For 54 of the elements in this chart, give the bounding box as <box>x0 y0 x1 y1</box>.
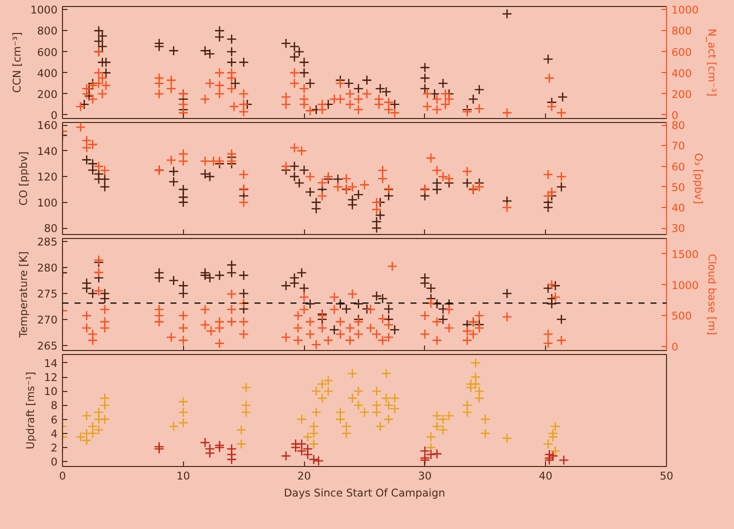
y-tick-label: 800 <box>37 24 58 38</box>
y-tick-label: 2 <box>50 441 58 454</box>
x-tick-label: 10 <box>176 470 190 482</box>
y-tick-label: 6 <box>50 413 58 426</box>
y-axis-title: CO [ppbv] <box>17 151 30 206</box>
y-tick-label: 285 <box>37 236 58 249</box>
y2-axis-title: Cloud base [m] <box>706 254 719 336</box>
y2-tick-label: 1500 <box>672 248 699 261</box>
y-tick-label: 14 <box>44 356 58 370</box>
x-tick-label: 30 <box>418 470 432 482</box>
y2-tick-label: 60 <box>672 160 686 174</box>
y-tick-label: 200 <box>37 88 58 101</box>
y-tick-label: 270 <box>37 313 58 326</box>
y2-tick-label: 400 <box>672 66 692 80</box>
y-tick-label: 4 <box>50 427 58 440</box>
y-tick-label: 160 <box>37 119 58 132</box>
y-tick-label: 10 <box>44 385 58 398</box>
x-tick-label: 0 <box>59 470 66 482</box>
y2-axis-title: N_act [cm⁻³] <box>706 28 719 96</box>
x-tick-label: 40 <box>538 470 553 482</box>
y2-tick-label: 80 <box>672 119 686 132</box>
y-tick-label: 600 <box>37 46 58 59</box>
y-tick-label: 275 <box>37 287 58 300</box>
y2-tick-label: 30 <box>672 222 686 236</box>
y2-tick-label: 50 <box>672 180 686 194</box>
y-axis-title: Updraft [ms⁻¹] <box>24 372 37 450</box>
x-tick-label: 20 <box>297 470 312 482</box>
y-tick-label: 280 <box>37 262 58 275</box>
x-tick-label: 50 <box>660 470 674 482</box>
y2-tick-label: 200 <box>672 88 692 101</box>
y-tick-label: 0 <box>50 108 58 122</box>
y2-tick-label: 0 <box>672 340 678 354</box>
y2-tick-label: 500 <box>672 310 692 323</box>
y-tick-label: 265 <box>37 339 58 352</box>
y-tick-label: 100 <box>37 196 58 210</box>
y2-tick-label: 70 <box>672 140 686 153</box>
y2-tick-label: 40 <box>672 202 686 215</box>
y-tick-label: 400 <box>37 66 58 80</box>
y-tick-label: 120 <box>37 170 58 184</box>
y-tick-label: 140 <box>37 144 58 158</box>
y-tick-label: 1000 <box>30 4 58 17</box>
y2-tick-label: 0 <box>672 108 678 122</box>
y2-tick-label: 600 <box>672 46 692 59</box>
y2-tick-label: 800 <box>672 24 692 38</box>
x-axis-title: Days Since Start Of Campaign <box>284 486 446 500</box>
y2-tick-label: 1000 <box>672 4 699 17</box>
y2-tick-label: 1000 <box>672 278 699 292</box>
y-tick-label: 12 <box>44 371 58 384</box>
y-tick-label: 80 <box>44 222 58 236</box>
y2-axis-title: O₃ [ppbv] <box>692 153 706 204</box>
y-axis-title: CCN [cm⁻³] <box>10 32 24 93</box>
y-tick-label: 0 <box>50 456 58 469</box>
y-tick-label: 8 <box>50 399 58 412</box>
y-axis-title: Temperature [K] <box>17 251 30 339</box>
